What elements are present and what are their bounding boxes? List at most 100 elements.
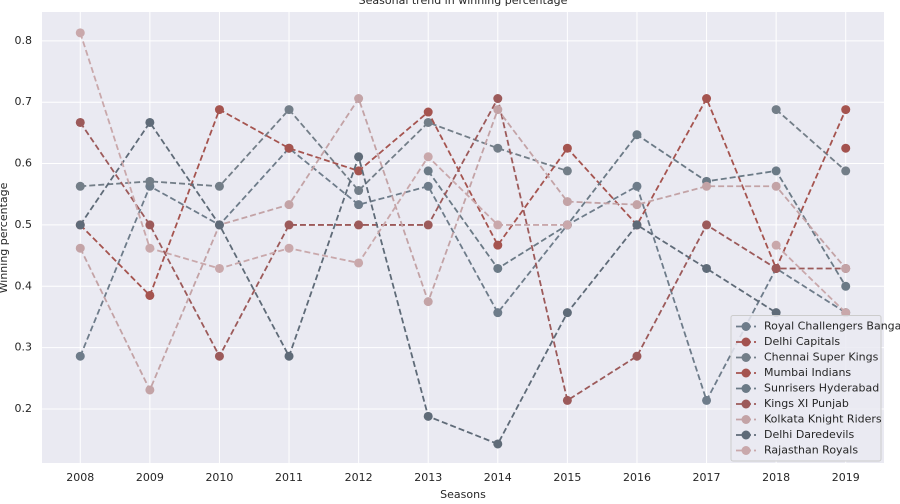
data-point (562, 220, 572, 230)
data-point (145, 385, 155, 395)
data-point (632, 200, 642, 210)
data-point (75, 181, 85, 191)
legend-label: Royal Challengers Bangalore (764, 320, 900, 333)
data-point (423, 166, 433, 176)
y-tick-label: 0.8 (15, 34, 33, 47)
legend-label: Delhi Capitals (764, 335, 840, 348)
data-point (284, 220, 294, 230)
data-point (702, 263, 712, 273)
data-point (423, 117, 433, 127)
data-point (771, 105, 781, 115)
data-point (702, 181, 712, 191)
data-point (493, 105, 503, 115)
y-tick-label: 0.4 (15, 279, 33, 292)
data-point (284, 243, 294, 253)
legend-label: Rajasthan Royals (764, 444, 858, 457)
data-point (75, 117, 85, 127)
series-line (79, 96, 846, 402)
data-point (145, 220, 155, 230)
data-point (841, 308, 851, 318)
x-tick-label: 2013 (414, 471, 442, 484)
y-tick-label: 0.5 (15, 218, 33, 231)
y-tick-label: 0.7 (15, 95, 33, 108)
data-point (841, 143, 851, 153)
data-point (75, 351, 85, 361)
y-tick-label: 0.2 (15, 402, 33, 415)
data-point (75, 243, 85, 253)
data-point (493, 220, 503, 230)
data-point (145, 243, 155, 253)
data-point (354, 152, 364, 162)
data-point (771, 263, 781, 273)
data-point (702, 220, 712, 230)
legend-label: Kolkata Knight Riders (764, 413, 882, 426)
legend-marker (741, 430, 751, 440)
legend-marker (741, 399, 751, 409)
data-point (702, 94, 712, 104)
data-point (284, 351, 294, 361)
data-point (841, 281, 851, 291)
y-axis-label: Winning percentage (0, 182, 10, 293)
legend-label: Chennai Super Kings (764, 351, 879, 364)
data-point (632, 181, 642, 191)
data-point (632, 351, 642, 361)
data-point (423, 107, 433, 117)
data-point (632, 130, 642, 140)
legend-label: Sunrisers Hyderabad (764, 382, 879, 395)
data-point (423, 181, 433, 191)
data-point (771, 166, 781, 176)
data-point (562, 395, 572, 405)
legend-marker (741, 322, 751, 331)
data-point (214, 181, 224, 191)
data-point (145, 176, 155, 186)
data-point (145, 290, 155, 300)
data-point (284, 143, 294, 153)
x-tick-label: 2008 (66, 471, 94, 484)
legend-marker (741, 337, 751, 347)
legend-marker (741, 368, 751, 378)
data-point (423, 411, 433, 421)
data-point (214, 351, 224, 361)
x-tick-label: 2018 (762, 471, 790, 484)
x-tick-label: 2011 (275, 471, 303, 484)
y-tick-label: 0.3 (15, 341, 33, 354)
x-tick-label: 2016 (623, 471, 651, 484)
legend-box (730, 315, 882, 462)
series-line (79, 96, 847, 298)
data-point (354, 166, 364, 176)
data-point (423, 220, 433, 230)
data-point (771, 240, 781, 250)
data-point (493, 143, 503, 153)
series-line (79, 32, 847, 314)
x-tick-label: 2009 (136, 471, 164, 484)
chart-title: Seasonal trend in winning percentage (359, 0, 568, 7)
data-point (562, 308, 572, 318)
data-point (354, 94, 364, 104)
data-point (493, 439, 503, 449)
legend-marker (741, 384, 751, 393)
data-point (75, 28, 85, 38)
series-line (79, 96, 847, 393)
data-point (284, 200, 294, 210)
data-point (493, 240, 503, 250)
x-tick-label: 2017 (693, 471, 721, 484)
data-point (841, 166, 851, 176)
legend-marker (741, 415, 751, 424)
data-point (284, 105, 294, 115)
legend-label: Kings XI Punjab (764, 397, 849, 410)
data-point (562, 166, 572, 176)
data-point (841, 263, 851, 273)
x-tick-label: 2019 (832, 471, 860, 484)
data-point (214, 220, 224, 230)
data-point (145, 117, 155, 127)
data-point (493, 263, 503, 273)
data-point (562, 197, 572, 207)
data-point (423, 297, 433, 307)
data-point (354, 200, 364, 210)
data-point (354, 220, 364, 230)
legend-marker (741, 446, 751, 455)
data-point (354, 186, 364, 196)
data-point (214, 263, 224, 273)
legend-label: Mumbai Indians (764, 366, 851, 379)
legend-marker (741, 353, 751, 362)
